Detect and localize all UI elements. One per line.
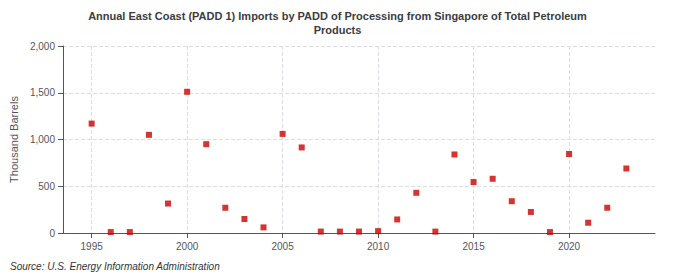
svg-text:1,000: 1,000 (30, 134, 55, 145)
svg-text:Source: U.S. Energy Informatio: Source: U.S. Energy Information Administ… (10, 261, 220, 272)
svg-text:2010: 2010 (367, 241, 390, 252)
svg-text:1995: 1995 (81, 241, 104, 252)
svg-text:0: 0 (49, 228, 55, 239)
svg-text:500: 500 (38, 181, 55, 192)
svg-text:2,000: 2,000 (30, 41, 55, 52)
svg-text:Thousand Barrels: Thousand Barrels (8, 96, 20, 183)
svg-text:1,500: 1,500 (30, 87, 55, 98)
svg-text:2015: 2015 (462, 241, 485, 252)
svg-text:2005: 2005 (271, 241, 294, 252)
svg-text:Annual East Coast (PADD 1) Imp: Annual East Coast (PADD 1) Imports by PA… (88, 10, 587, 22)
svg-text:2020: 2020 (558, 241, 581, 252)
svg-text:Products: Products (314, 24, 362, 36)
svg-text:2000: 2000 (176, 241, 199, 252)
